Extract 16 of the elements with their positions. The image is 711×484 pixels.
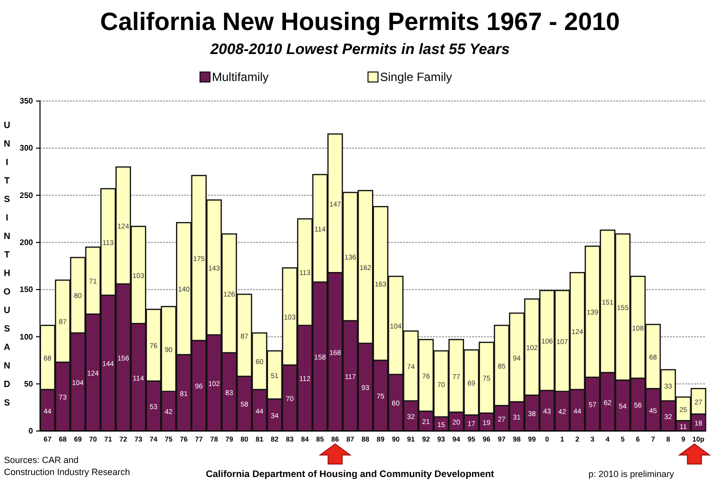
legend-label: Single Family [380, 70, 452, 84]
y-tick-label: 0 [28, 426, 34, 436]
text: p: 2010 is preliminary [588, 469, 674, 479]
y-tick-label: 50 [24, 379, 34, 388]
y-tick-label: 300 [20, 144, 34, 153]
chart-subtitle: 2008-2010 Lowest Permits in last 55 Years [209, 41, 510, 58]
legend-label: Multifamily [212, 70, 269, 84]
y-tick-label: 200 [20, 238, 34, 247]
text: California Department of Housing and Community Development [206, 469, 495, 480]
text: UNITS IN THOUSANDS [3, 120, 11, 408]
chart-title: California New Housing Permits 1967 - 2010 [100, 8, 620, 36]
y-tick-label: 350 [20, 96, 34, 106]
y-tick-label: 150 [20, 285, 34, 294]
source-note: Sources: CAR and Construction Industry Research [4, 455, 130, 477]
y-tick-label: 100 [20, 332, 34, 342]
y-tick-label: 250 [20, 190, 34, 200]
